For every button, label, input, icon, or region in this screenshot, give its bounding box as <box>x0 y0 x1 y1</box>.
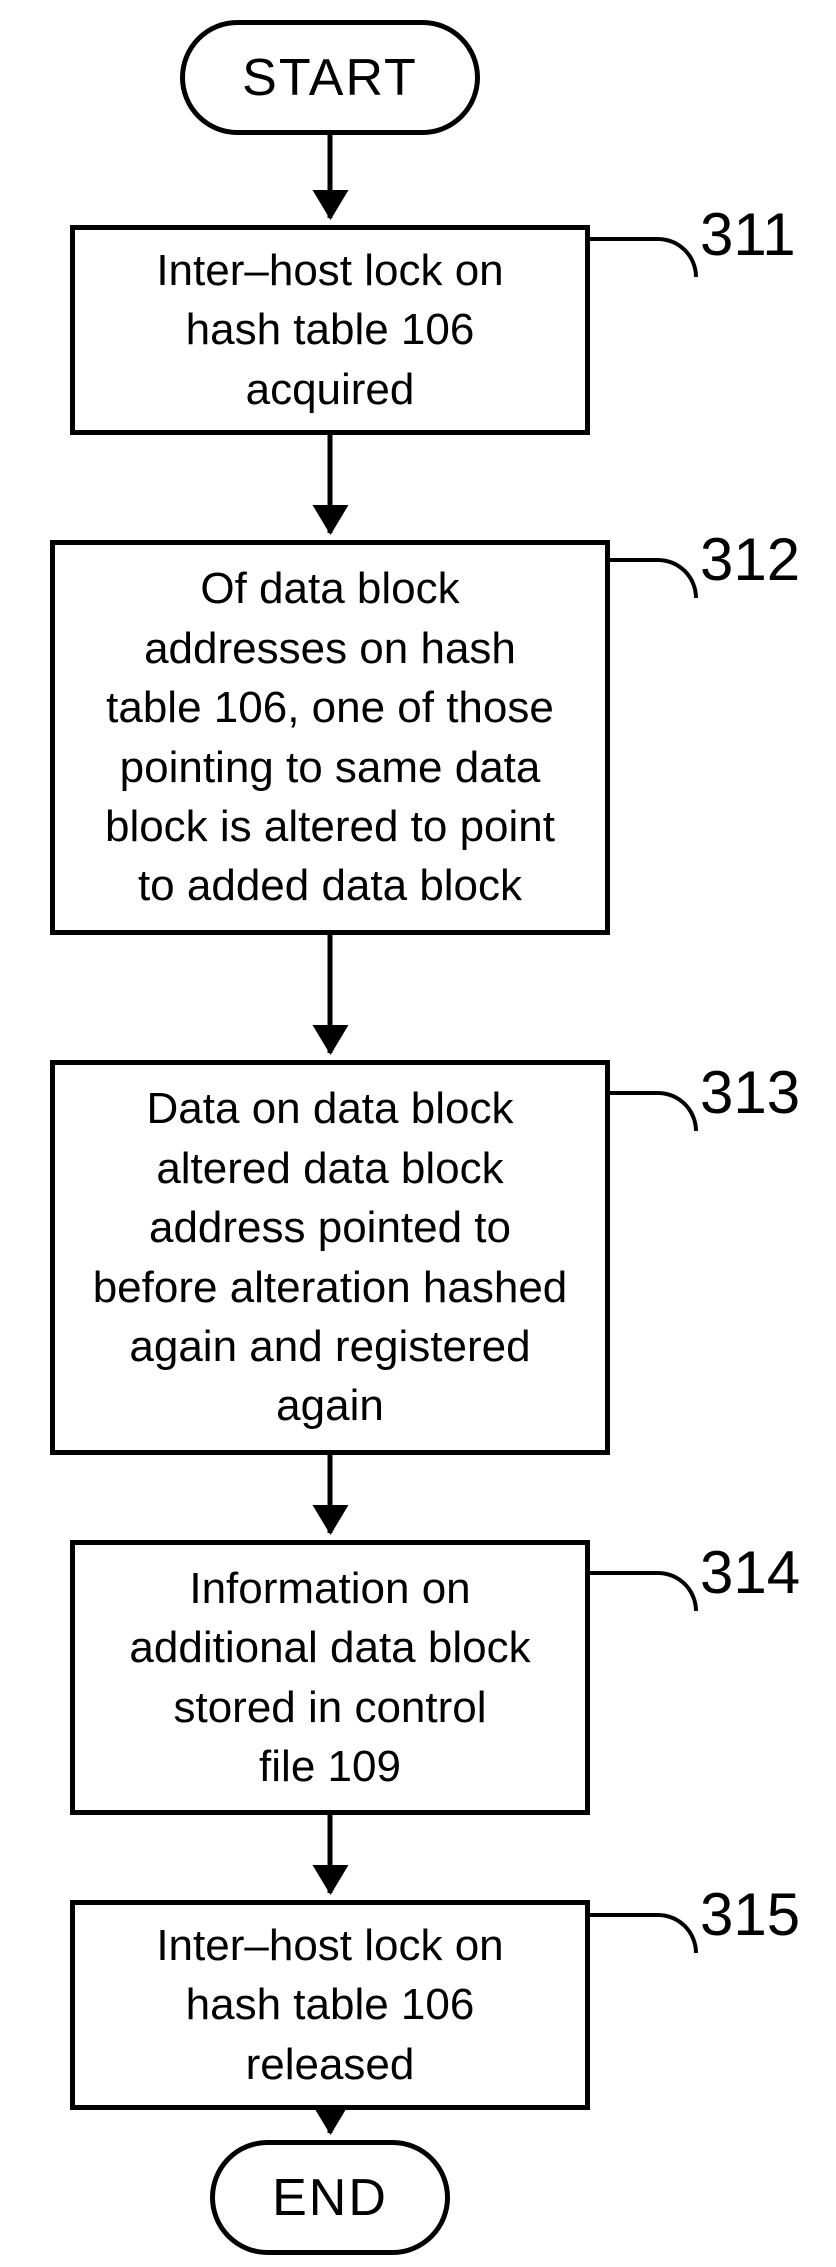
label-311-text: 311 <box>700 201 796 268</box>
end-terminal: END <box>210 2140 450 2255</box>
arrow-313-314 <box>328 1455 333 1533</box>
arrow-312-313 <box>328 935 333 1053</box>
leader-311 <box>588 237 698 277</box>
process-311: Inter–host lock onhash table 106acquired <box>70 225 590 435</box>
label-311: 311 <box>700 200 796 269</box>
label-314-text: 314 <box>700 1539 800 1606</box>
leader-314 <box>588 1571 698 1611</box>
label-312-text: 312 <box>700 526 800 593</box>
label-315-text: 315 <box>700 1881 800 1948</box>
leader-313 <box>608 1091 698 1131</box>
process-314: Information onadditional data blockstore… <box>70 1540 590 1815</box>
process-314-text: Information onadditional data blockstore… <box>129 1559 530 1797</box>
end-label: END <box>272 2168 388 2228</box>
flowchart-container: START Inter–host lock onhash table 106ac… <box>0 0 836 2267</box>
process-311-text: Inter–host lock onhash table 106acquired <box>156 241 503 419</box>
leader-315 <box>588 1913 698 1953</box>
leader-312 <box>608 558 698 598</box>
arrow-start-311 <box>328 135 333 218</box>
arrow-311-312 <box>328 435 333 533</box>
process-315: Inter–host lock onhash table 106released <box>70 1900 590 2110</box>
process-313-text: Data on data blockaltered data blockaddr… <box>93 1079 568 1435</box>
label-313-text: 313 <box>700 1059 800 1126</box>
start-terminal: START <box>180 20 480 135</box>
label-314: 314 <box>700 1538 800 1607</box>
label-313: 313 <box>700 1058 800 1127</box>
label-315: 315 <box>700 1880 800 1949</box>
arrow-315-end <box>328 2110 333 2133</box>
process-312-text: Of data blockaddresses on hashtable 106,… <box>105 559 555 915</box>
arrow-314-315 <box>328 1815 333 1893</box>
process-313: Data on data blockaltered data blockaddr… <box>50 1060 610 1455</box>
process-312: Of data blockaddresses on hashtable 106,… <box>50 540 610 935</box>
label-312: 312 <box>700 525 800 594</box>
start-label: START <box>242 48 418 108</box>
process-315-text: Inter–host lock onhash table 106released <box>156 1916 503 2094</box>
